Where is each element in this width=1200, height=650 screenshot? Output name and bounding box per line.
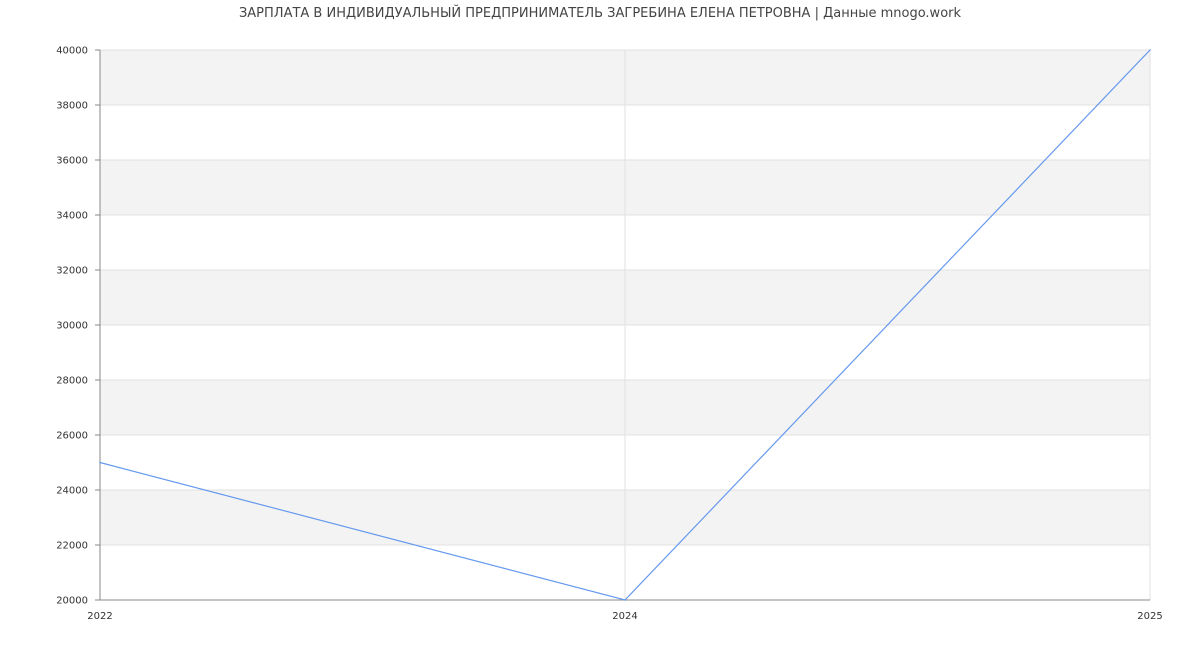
y-tick-label: 36000: [56, 156, 88, 167]
data-point: [99, 461, 101, 464]
y-tick-label: 24000: [56, 486, 88, 497]
y-tick-label: 34000: [56, 211, 88, 222]
y-tick-label: 40000: [56, 46, 88, 57]
y-tick-label: 32000: [56, 266, 88, 277]
y-tick-label: 20000: [56, 596, 88, 607]
data-point: [1149, 49, 1151, 51]
x-tick-label: 2024: [612, 611, 637, 622]
x-tick-label: 2025: [1137, 611, 1162, 622]
y-tick-label: 28000: [56, 376, 88, 387]
y-tick-label: 22000: [56, 541, 88, 552]
x-tick-label: 2022: [87, 611, 112, 622]
y-tick-label: 38000: [56, 101, 88, 112]
y-tick-label: 26000: [56, 431, 88, 442]
y-tick-label: 30000: [56, 321, 88, 332]
chart-title: ЗАРПЛАТА В ИНДИВИДУАЛЬНЫЙ ПРЕДПРИНИМАТЕЛ…: [238, 6, 962, 21]
data-point: [624, 599, 626, 601]
